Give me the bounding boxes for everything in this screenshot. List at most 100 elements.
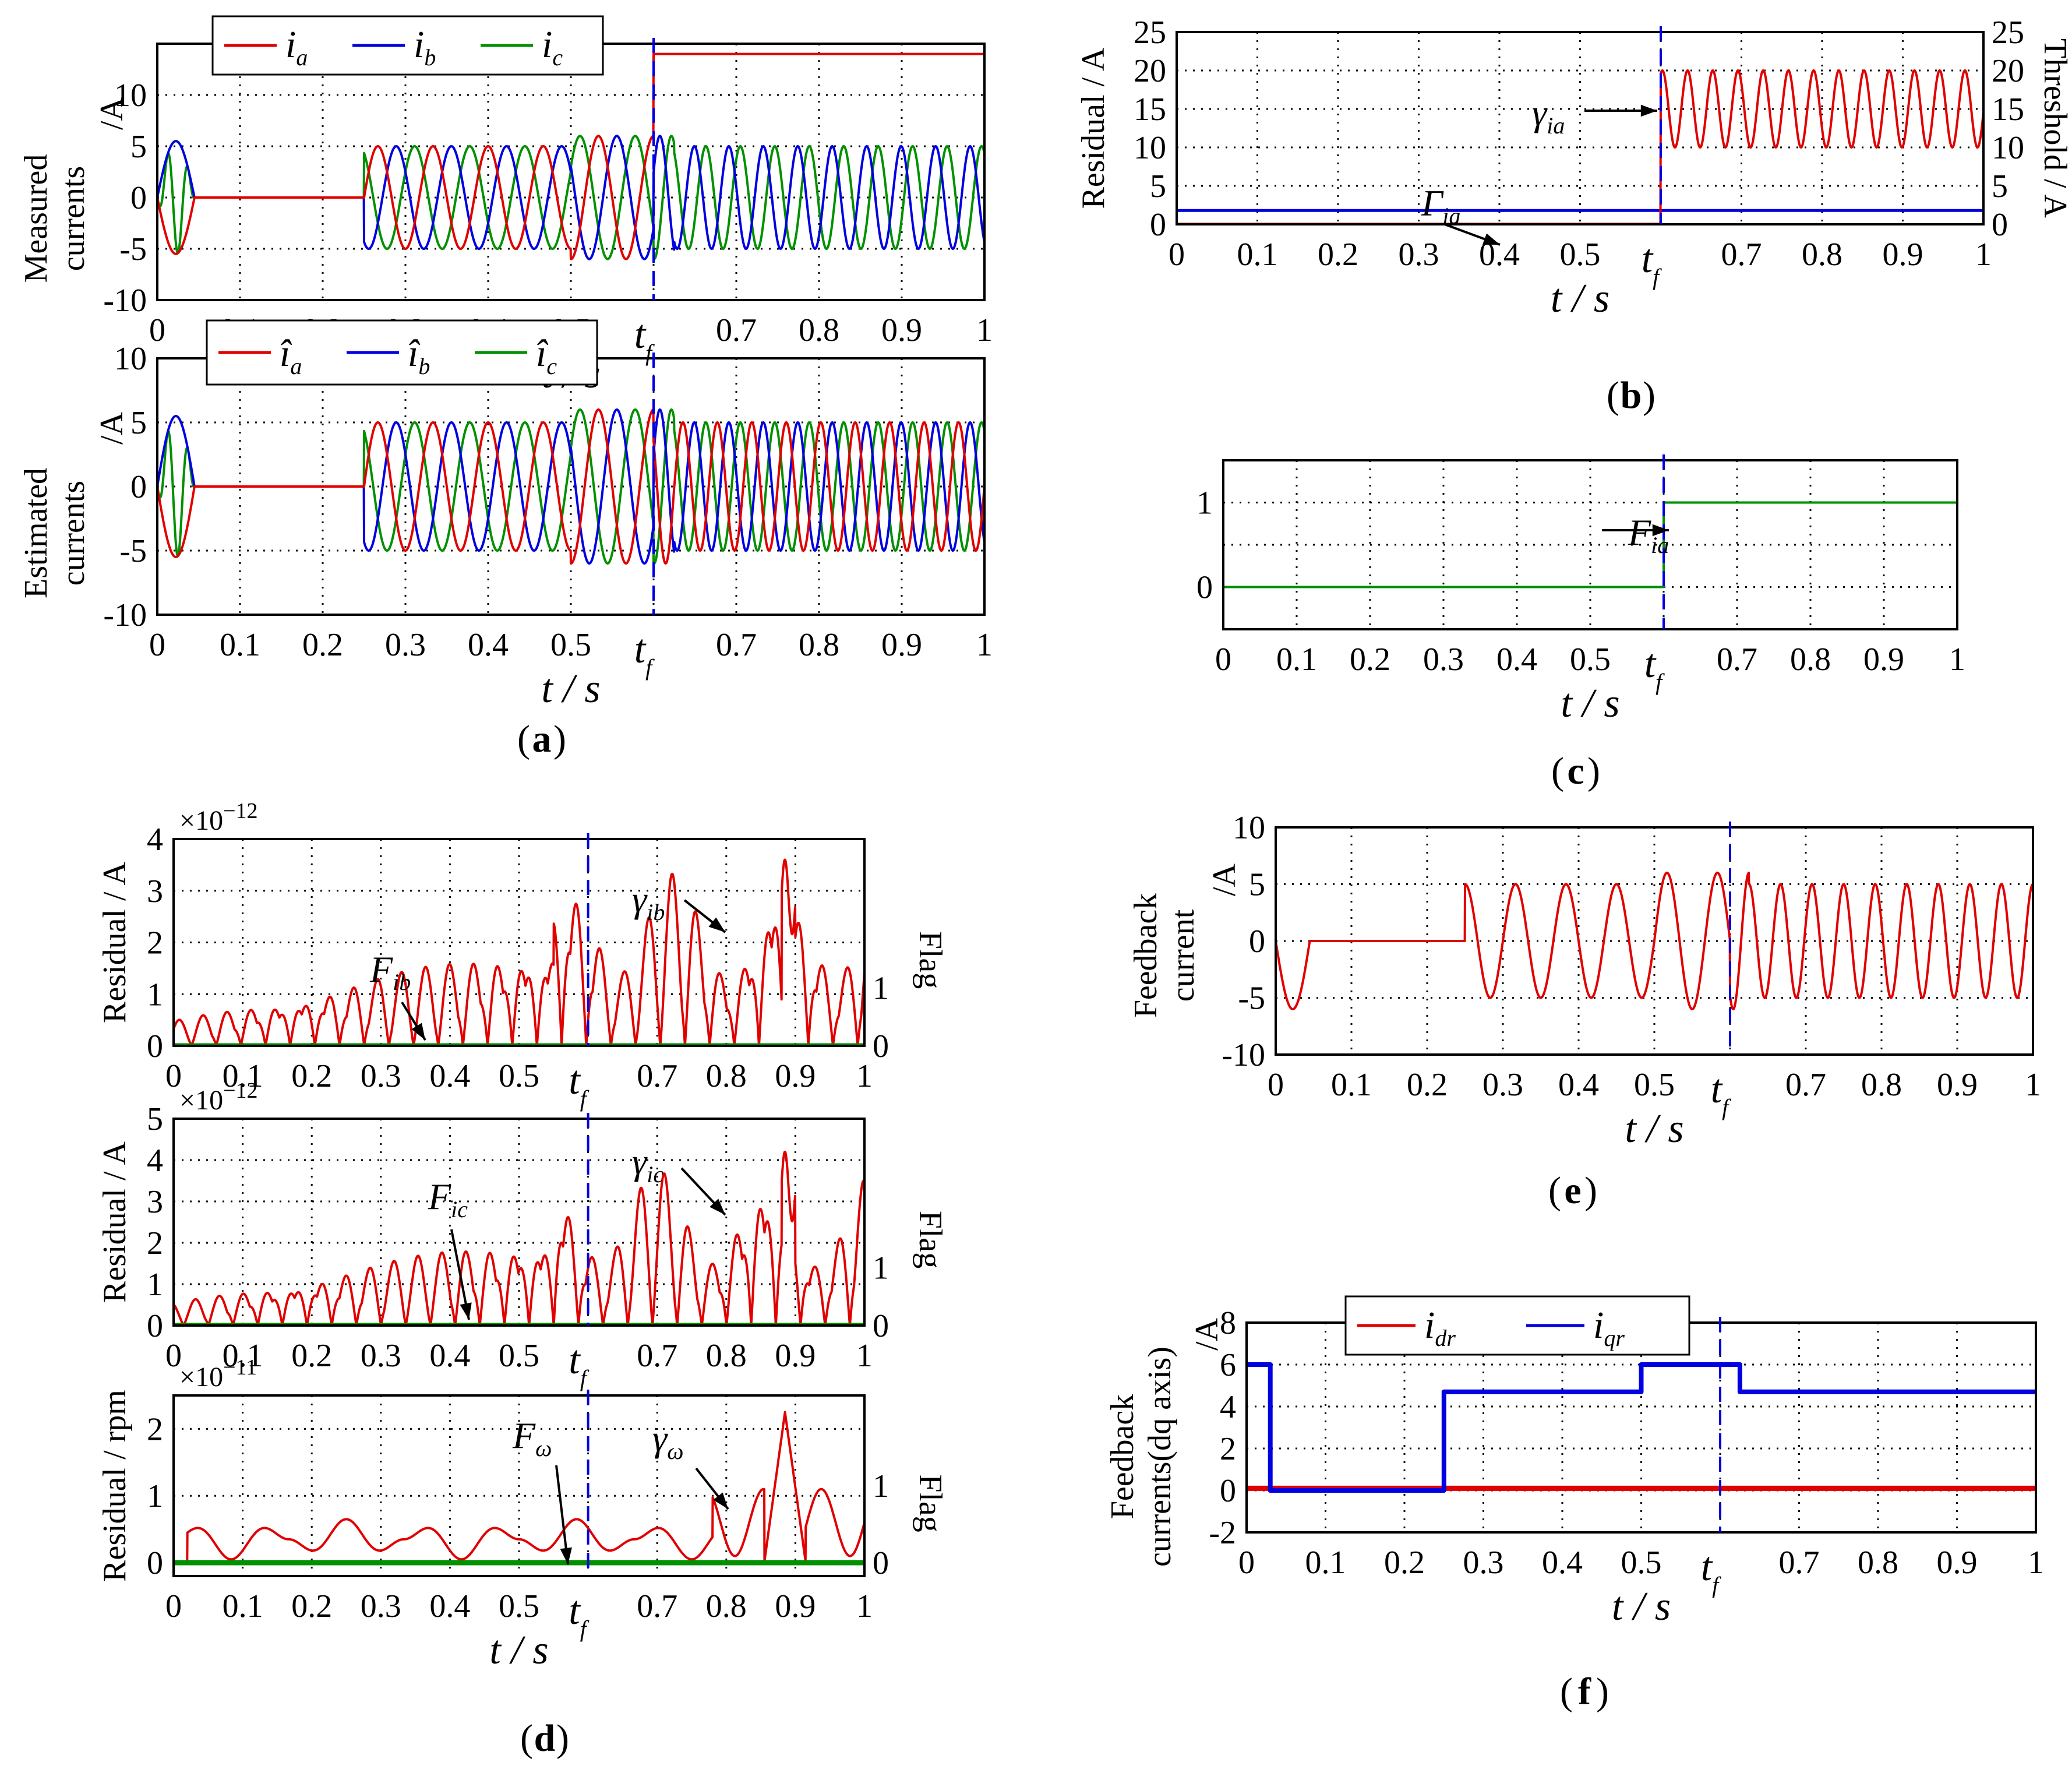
- x-tick-label: 0.9: [1937, 1545, 1978, 1581]
- y-tick-label: 6: [1220, 1347, 1236, 1383]
- y-axis-unit: /A: [94, 97, 130, 130]
- caption-paren: ): [1584, 1169, 1597, 1212]
- plot-area: [174, 858, 864, 1046]
- x-tick-label: 0.2: [291, 1588, 332, 1624]
- x-tick-label: 1: [1975, 237, 1992, 273]
- annotation-label: Γia: [1421, 182, 1461, 229]
- x-tick-label: 0.4: [429, 1338, 470, 1374]
- y-axis-label: Residual / A: [97, 862, 133, 1023]
- y-tick-label: 0: [130, 469, 147, 505]
- x-axis-label: t / s: [1612, 1584, 1671, 1629]
- y-axis-label: Residual / A: [97, 1141, 133, 1303]
- y-axis-label-line: Feedback: [1128, 893, 1164, 1018]
- flag-line: [1223, 501, 1957, 588]
- annotation-label: Fω: [512, 1415, 552, 1461]
- y-right-axis-label: Flag: [912, 1474, 948, 1532]
- x-tick-label: 0.8: [799, 627, 839, 663]
- y-tick-label: 25: [1134, 15, 1166, 51]
- annotation-arrow-head: [713, 1492, 728, 1509]
- y-tick-label: 5: [130, 405, 147, 441]
- plot-frame: [1176, 31, 1985, 225]
- y-axis-label: Residual / A: [1075, 47, 1111, 209]
- x-tick-label: 0.7: [637, 1338, 677, 1374]
- y-axis-label-line: currents: [55, 166, 91, 271]
- annotation-arrow-head: [560, 1547, 572, 1564]
- y-tick-label: 10: [1134, 130, 1166, 166]
- grid: [1223, 460, 1957, 629]
- y-right-tick-label: 25: [1992, 15, 2024, 51]
- x-tick-fault-label: tf: [1644, 641, 1665, 695]
- x-tick-label: 0: [1238, 1545, 1255, 1581]
- plot-area: [157, 52, 984, 260]
- feedback-current-line: [1276, 872, 2033, 1010]
- legend-label: îc: [536, 332, 557, 379]
- y-tick-label: -10: [103, 283, 147, 319]
- x-tick-label: 0.3: [361, 1588, 401, 1624]
- legend: ia ib ic: [211, 15, 604, 76]
- exponent-label: ×10−11: [179, 1355, 257, 1393]
- y-tick-label: 3: [147, 1184, 163, 1220]
- y-tick-label: 10: [114, 341, 147, 377]
- caption-paren: (: [1551, 750, 1564, 792]
- y-right-tick-label: 0: [1992, 207, 2008, 243]
- x-tick-label: 0.4: [429, 1058, 470, 1094]
- x-tick-label: 1: [856, 1058, 873, 1094]
- x-tick-label: 0.5: [1621, 1545, 1662, 1581]
- plot-frame: [172, 1394, 866, 1577]
- x-tick-label: 0.7: [637, 1588, 677, 1624]
- exponent-label: ×10−12: [179, 1078, 258, 1116]
- x-tick-label: 0.5: [499, 1588, 539, 1624]
- x-tick-label: 0.8: [1861, 1067, 1902, 1103]
- y-tick-label: 2: [1220, 1431, 1236, 1467]
- x-axis-label: t / s: [1625, 1106, 1683, 1151]
- x-tick-label: 0.9: [775, 1338, 816, 1374]
- annotation-arrow-head: [1652, 524, 1669, 537]
- x-tick-label: 0.9: [881, 627, 922, 663]
- annotation-arrow-head: [411, 1023, 425, 1040]
- x-tick-label: 0.8: [706, 1588, 747, 1624]
- x-tick-label: 0.5: [1570, 641, 1611, 678]
- y-right-tick-label: 0: [873, 1028, 889, 1065]
- y-right-tick-label: 0: [873, 1545, 889, 1581]
- x-tick-label: 0.4: [1558, 1067, 1599, 1103]
- x-tick-label: 0.7: [1721, 237, 1762, 273]
- residual-line: [174, 1411, 864, 1564]
- x-tick-fault-label: tf: [634, 627, 655, 681]
- y-tick-label: 5: [147, 1101, 163, 1137]
- y-axis-label-line: Estimated: [18, 468, 54, 598]
- legend-box: [211, 15, 604, 76]
- y-tick-label: 5: [1249, 867, 1265, 903]
- x-tick-label: 1: [2025, 1067, 2041, 1103]
- y-tick-label: 0: [1220, 1473, 1236, 1509]
- x-tick-label: 0.1: [1305, 1545, 1346, 1581]
- x-tick-label: 0.7: [1785, 1067, 1826, 1103]
- annotation-arrow-head: [710, 1199, 725, 1215]
- y-axis-label-line: currents(dq axis): [1142, 1347, 1178, 1567]
- iqr-line: [1247, 1362, 2036, 1493]
- caption-paren: (: [1560, 1670, 1573, 1713]
- x-tick-label: 1: [2028, 1545, 2044, 1581]
- x-tick-label: 0.9: [1883, 237, 1923, 273]
- x-tick-label: 0.9: [775, 1588, 816, 1624]
- x-axis-label: t / s: [1561, 681, 1619, 726]
- y-tick-label: 5: [1150, 168, 1166, 205]
- x-tick-label: 0.2: [1384, 1545, 1425, 1581]
- plot-frame: [172, 1118, 866, 1327]
- plot-area: [174, 1150, 864, 1326]
- x-tick-label: 0.3: [1482, 1067, 1523, 1103]
- legend: idr iqr: [1344, 1295, 1690, 1356]
- x-axis-label: t / s: [489, 1628, 548, 1673]
- x-tick-fault-label: tf: [569, 1058, 589, 1112]
- x-tick-label: 1: [976, 312, 993, 348]
- y-right-axis-label: Threshold / A: [2037, 38, 2072, 218]
- grid: [174, 1119, 864, 1326]
- x-tick-label: 0.4: [468, 627, 509, 663]
- residual-line: [174, 858, 864, 1046]
- series-line: [157, 52, 984, 260]
- x-tick-label: 0.5: [499, 1058, 539, 1094]
- x-tick-label: 0.2: [1350, 641, 1390, 678]
